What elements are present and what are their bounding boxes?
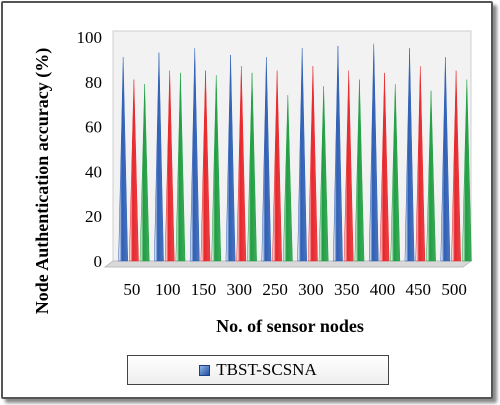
x-axis-title: No. of sensor nodes [216, 316, 364, 336]
bar-series-2-250 [272, 70, 282, 262]
bar-series-2-150 [200, 70, 211, 262]
bar-series-2-350 [343, 70, 354, 262]
x-tick-label: 100 [155, 280, 181, 299]
bar-series-3-350 [354, 79, 365, 262]
bar-tbst-scsna-50 [118, 57, 129, 262]
y-tick-label: 20 [85, 207, 102, 226]
bar-tbst-scsna-100 [154, 52, 164, 262]
x-tick-label: 150 [191, 280, 217, 299]
x-tick-label: 250 [262, 280, 288, 299]
y-tick-label: 80 [85, 73, 102, 92]
bar-series-2-100 [164, 70, 175, 262]
bar-tbst-scsna-150 [189, 48, 200, 262]
bar-series-2-450 [415, 66, 426, 262]
x-tick-label: 450 [406, 280, 432, 299]
bar-series-2-300 [308, 66, 318, 262]
y-tick-label: 0 [94, 252, 103, 271]
x-tick-label: 500 [441, 280, 467, 299]
bar-series-3-450 [426, 90, 436, 262]
bar-series-2-300 [236, 66, 247, 262]
x-tick-label: 400 [370, 280, 396, 299]
y-tick-label: 40 [85, 162, 102, 181]
bar-series-3-400 [390, 84, 401, 262]
y-axis-ticks: 0 20 40 60 80 100 [77, 28, 103, 271]
bar-series-3-50 [139, 84, 150, 262]
bar-tbst-scsna-350 [333, 45, 343, 262]
y-axis-title: Node Authentication accuracy (%) [32, 48, 53, 314]
bars [118, 43, 472, 262]
bar-series-2-500 [451, 70, 461, 262]
x-axis-ticks: 50 100 150 300 250 300 350 400 450 500 [123, 280, 466, 299]
plot-floor [103, 260, 473, 268]
bar-tbst-scsna-250 [261, 57, 272, 262]
legend: TBST-SCSNA [127, 355, 389, 385]
bar-tbst-scsna-500 [440, 57, 451, 262]
legend-label: TBST-SCSNA [216, 360, 317, 379]
bar-series-3-250 [282, 95, 293, 262]
bar-tbst-scsna-300 [225, 54, 236, 262]
legend-swatch [199, 364, 211, 376]
bar-series-3-300 [318, 86, 329, 262]
y-tick-label: 100 [77, 28, 103, 47]
bar-series-3-500 [461, 79, 472, 262]
bar-series-3-300 [247, 72, 257, 262]
x-tick-label: 300 [227, 280, 253, 299]
bar-tbst-scsna-450 [404, 48, 415, 262]
x-tick-label: 50 [123, 280, 140, 299]
x-tick-label: 350 [334, 280, 360, 299]
bar-series-3-100 [175, 72, 186, 262]
chart-frame: 0 20 40 60 80 100 50 100 150 300 250 300 350 400 450 5… [1, 1, 493, 399]
x-tick-label: 300 [298, 280, 324, 299]
bar-series-2-50 [129, 79, 139, 262]
bar-series-2-400 [379, 72, 390, 262]
bar-series-3-150 [211, 75, 222, 262]
y-tick-label: 60 [85, 118, 102, 137]
bar-tbst-scsna-300 [297, 48, 308, 262]
bar-tbst-scsna-400 [368, 43, 379, 262]
